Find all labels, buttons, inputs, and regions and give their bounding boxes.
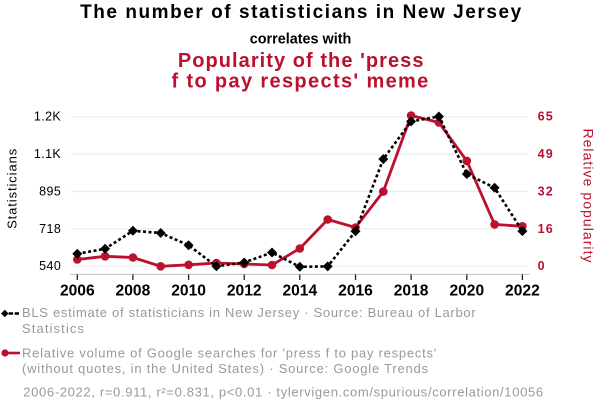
- svg-text:1.1K: 1.1K: [34, 147, 62, 161]
- svg-text:540: 540: [39, 259, 61, 273]
- svg-text:Relative volume of Google sear: Relative volume of Google searches for '…: [22, 345, 437, 360]
- svg-text:2018: 2018: [394, 283, 429, 300]
- svg-text:718: 718: [39, 222, 61, 236]
- svg-text:Statistics: Statistics: [22, 321, 85, 336]
- svg-text:0: 0: [538, 259, 546, 273]
- svg-text:Relative popularity: Relative popularity: [581, 128, 597, 263]
- svg-text:(without quotes, in the United: (without quotes, in the United States) ·…: [22, 361, 429, 376]
- svg-text:correlates with: correlates with: [250, 31, 352, 47]
- svg-text:49: 49: [538, 147, 554, 161]
- svg-text:2006-2022, r=0.911, r²=0.831,: 2006-2022, r=0.911, r²=0.831, p<0.01 · t…: [23, 385, 543, 400]
- svg-text:65: 65: [538, 110, 554, 124]
- svg-text:2014: 2014: [282, 283, 317, 300]
- svg-text:f to pay respects' meme: f to pay respects' meme: [172, 70, 430, 92]
- svg-text:2016: 2016: [338, 283, 373, 300]
- svg-text:2006: 2006: [60, 283, 95, 300]
- svg-text:1.2K: 1.2K: [34, 110, 62, 124]
- svg-text:BLS estimate of statisticians: BLS estimate of statisticians in New Jer…: [22, 305, 476, 320]
- svg-text:2010: 2010: [171, 283, 206, 300]
- svg-text:2012: 2012: [227, 283, 262, 300]
- svg-text:16: 16: [538, 222, 554, 236]
- svg-text:895: 895: [39, 184, 61, 198]
- svg-text:The number of statisticians in: The number of statisticians in New Jerse…: [80, 2, 523, 23]
- svg-text:Popularity of the 'press: Popularity of the 'press: [178, 50, 425, 72]
- svg-text:2008: 2008: [116, 283, 151, 300]
- svg-text:32: 32: [538, 184, 554, 198]
- svg-text:2022: 2022: [505, 283, 540, 300]
- svg-text:2020: 2020: [449, 283, 484, 300]
- svg-text:Statisticians: Statisticians: [5, 148, 20, 229]
